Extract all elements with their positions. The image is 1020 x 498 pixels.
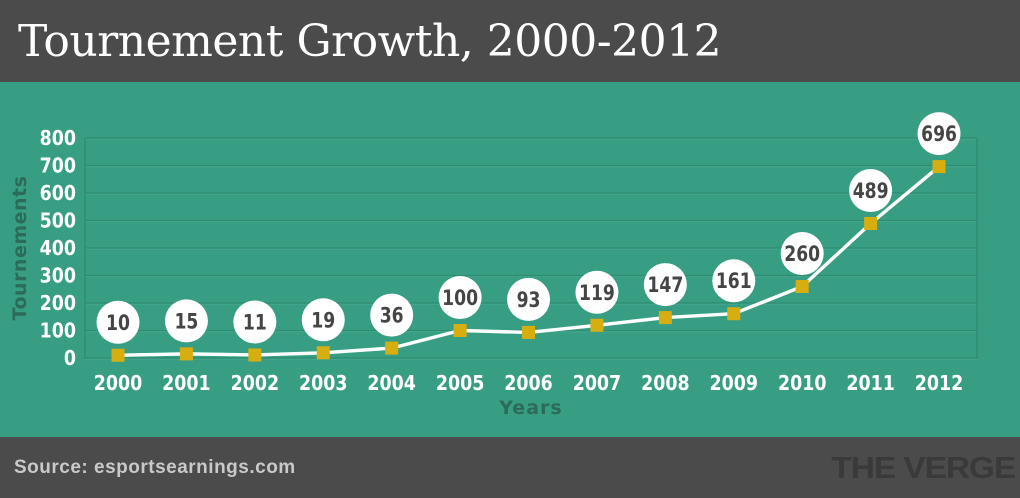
x-tick-label: 2008: [641, 372, 689, 396]
x-tick-label: 2010: [778, 372, 826, 396]
data-point-marker: [453, 324, 467, 337]
x-tick-label: 2011: [846, 372, 894, 396]
value-badge-label: 100: [442, 285, 478, 310]
value-badge-label: 119: [579, 280, 615, 305]
data-point-marker: [658, 311, 672, 325]
y-tick-label: 200: [40, 292, 76, 316]
data-point-marker: [248, 348, 262, 362]
value-badge-label: 36: [380, 303, 404, 328]
value-badge: [917, 112, 961, 156]
data-point-marker: [522, 325, 536, 339]
x-tick-label: 2001: [162, 372, 210, 396]
value-badge: [849, 169, 893, 213]
value-badge: [96, 300, 140, 344]
header-bar: Tournement Growth, 2000-2012: [0, 0, 1020, 82]
line-chart: 10 15 11 19 36 100 93 119 147 161 260 489 696 0 100 200…: [9, 112, 978, 419]
value-badge: [301, 298, 345, 342]
source-credit: Source: esportsearnings.com: [14, 456, 296, 478]
data-point-marker: [864, 217, 878, 231]
data-point-marker: [932, 160, 946, 174]
data-point-marker: [179, 347, 193, 361]
value-badge: [712, 259, 756, 303]
x-tick-label: 2002: [231, 372, 279, 396]
x-tick-label: 2000: [94, 372, 142, 396]
y-tick-label: 700: [40, 154, 76, 178]
x-tick-label: 2012: [915, 372, 963, 396]
value-badge: [643, 263, 687, 307]
value-badge-label: 19: [311, 307, 335, 332]
x-tick-label: 2009: [710, 372, 758, 396]
value-badge: [233, 300, 277, 344]
x-tick-label: 2004: [367, 372, 415, 396]
data-point-marker: [111, 348, 125, 362]
y-tick-label: 100: [40, 319, 76, 343]
y-tick-label: 800: [40, 127, 76, 151]
data-point-marker: [385, 341, 399, 355]
x-tick-label: 2003: [299, 372, 347, 396]
y-tick-label: 600: [40, 182, 76, 206]
data-point-marker: [795, 280, 809, 293]
x-tick-label: 2006: [504, 372, 552, 396]
y-tick-label: 300: [40, 264, 76, 288]
value-badge-label: 15: [174, 308, 198, 333]
chart-title: Tournement Growth, 2000-2012: [18, 16, 722, 67]
value-badge-label: 11: [243, 310, 267, 335]
value-badge-label: 489: [853, 178, 889, 203]
value-badge-label: 696: [921, 121, 957, 146]
x-axis-title: Years: [498, 397, 562, 419]
y-tick-label: 0: [64, 347, 76, 371]
value-badge-label: 147: [647, 272, 683, 297]
value-badge: [370, 293, 414, 337]
data-point-marker: [727, 307, 741, 321]
chart-area: 10 15 11 19 36 100 93 119 147 161 260 489 696 0 100 200…: [0, 82, 1020, 437]
verge-logo: THE VERGE: [831, 450, 1016, 485]
value-badge: [780, 232, 824, 275]
value-badge-label: 93: [517, 287, 541, 312]
value-badge-label: 161: [716, 268, 752, 293]
x-tick-label: 2007: [573, 372, 621, 396]
data-point-marker: [590, 318, 604, 332]
x-tick-label: 2005: [436, 372, 484, 396]
value-badge: [575, 270, 619, 314]
footer-bar: Source: esportsearnings.com THE VERGE: [0, 437, 1020, 498]
data-point-marker: [316, 346, 330, 360]
y-tick-label: 400: [40, 237, 76, 261]
value-badge-label: 260: [784, 241, 820, 266]
value-badge-label: 10: [106, 310, 130, 335]
value-badge: [507, 277, 551, 321]
y-tick-label: 500: [40, 209, 76, 233]
y-axis-title: Tournements: [9, 176, 31, 321]
value-badge: [164, 299, 208, 343]
value-badge: [438, 276, 482, 319]
